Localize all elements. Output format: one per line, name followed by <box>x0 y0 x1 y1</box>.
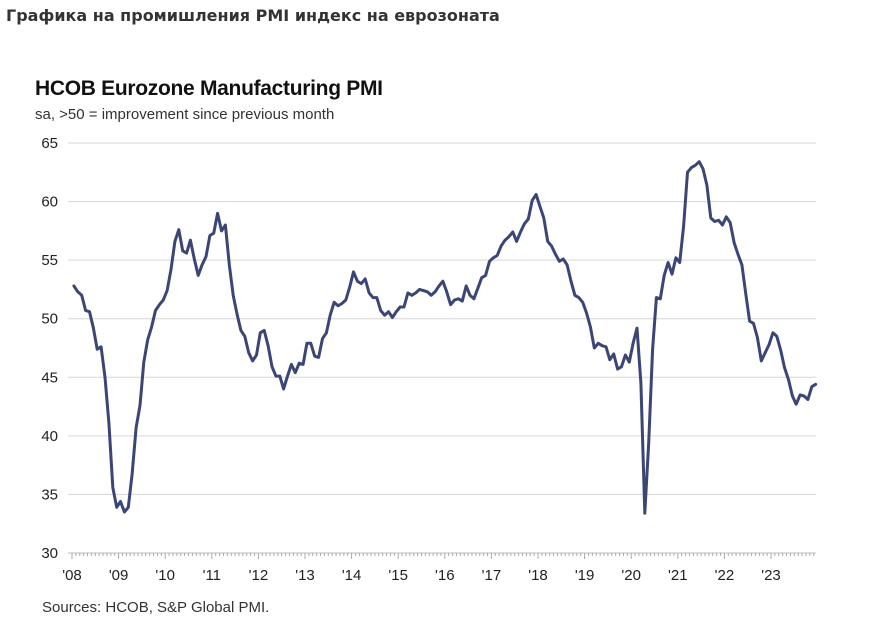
chart-title: HCOB Eurozone Manufacturing PMI <box>35 77 383 100</box>
x-tick-label: '13 <box>295 567 315 584</box>
x-tick-label: '23 <box>761 567 781 584</box>
x-tick-label: '08 <box>62 567 82 584</box>
pmi-series-line <box>72 160 818 515</box>
chart-subtitle: sa, >50 = improvement since previous mon… <box>35 106 335 123</box>
y-tick-label: 60 <box>41 194 58 211</box>
y-tick-label: 35 <box>41 486 58 503</box>
x-tick-label: '15 <box>388 567 408 584</box>
y-tick-label: 30 <box>41 545 58 562</box>
x-tick-label: '17 <box>482 567 502 584</box>
x-tick-label: '21 <box>668 567 688 584</box>
x-tick-label: '22 <box>715 567 735 584</box>
x-tick-label: '20 <box>621 567 641 584</box>
x-tick-label: '16 <box>435 567 455 584</box>
x-tick-label: '12 <box>249 567 269 584</box>
x-tick-label: '09 <box>109 567 129 584</box>
y-tick-label: 65 <box>41 135 58 152</box>
y-tick-label: 50 <box>41 311 58 328</box>
x-tick-label: '14 <box>342 567 362 584</box>
x-tick-label: '18 <box>528 567 548 584</box>
y-tick-label: 40 <box>41 428 58 445</box>
y-tick-label: 45 <box>41 369 58 386</box>
x-tick-label: '19 <box>575 567 595 584</box>
x-tick-label: '10 <box>155 567 175 584</box>
x-tick-label: '11 <box>203 567 221 584</box>
page-title: Графика на промишления PMI индекс на евр… <box>6 6 500 25</box>
y-tick-label: 55 <box>41 252 58 269</box>
chart-source: Sources: HCOB, S&P Global PMI. <box>42 599 270 616</box>
